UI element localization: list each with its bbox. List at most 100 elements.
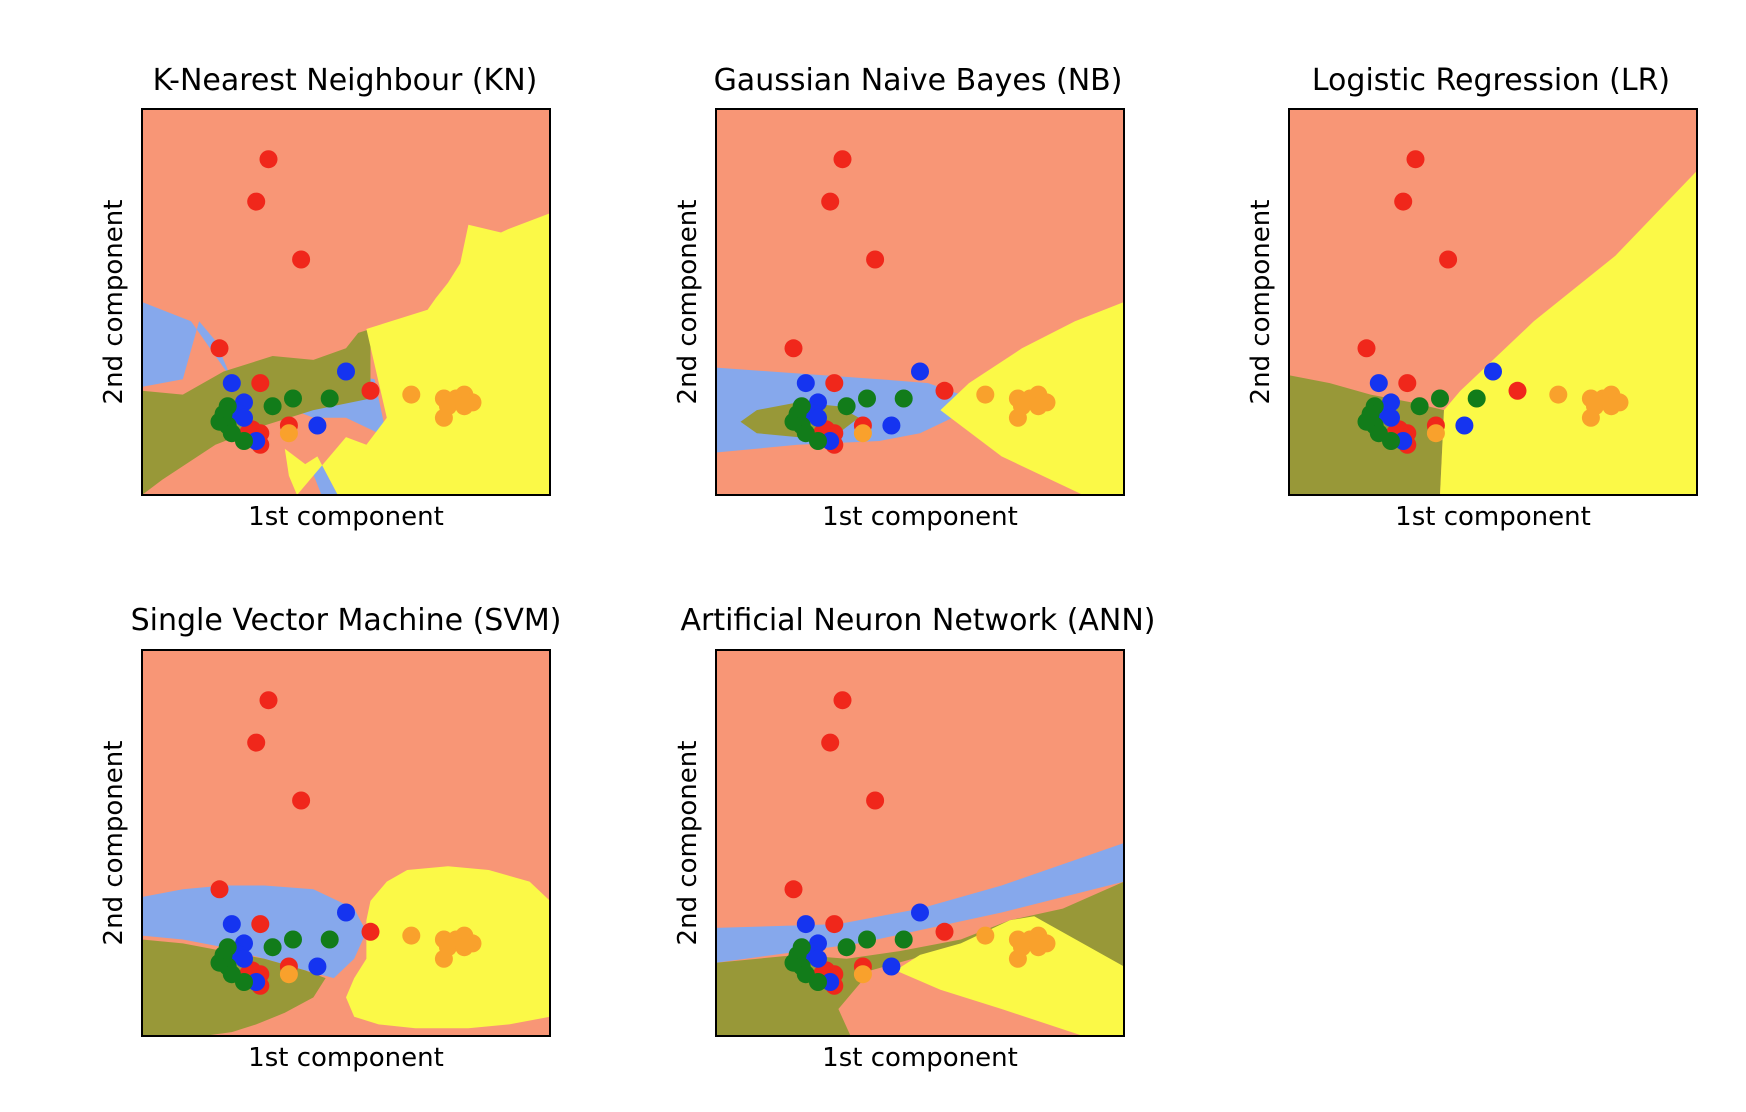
data-point-red xyxy=(1394,192,1413,211)
decision-regions xyxy=(716,843,1124,1036)
subplot-title: Artificial Neuron Network (ANN) xyxy=(680,603,1155,638)
x-axis-label: 1st component xyxy=(248,1043,444,1073)
data-point-orange xyxy=(455,938,474,957)
data-point-green xyxy=(1369,424,1388,443)
data-point-green xyxy=(284,930,302,949)
data-point-green xyxy=(222,424,241,443)
data-point-orange xyxy=(402,926,421,945)
data-point-blue xyxy=(809,408,827,427)
data-point-blue xyxy=(222,374,241,393)
data-point-blue xyxy=(1369,374,1388,393)
data-point-orange xyxy=(1008,949,1027,968)
data-point-orange xyxy=(279,965,298,984)
data-point-red xyxy=(1357,339,1376,358)
data-point-blue xyxy=(911,362,929,381)
subplot-nb: Gaussian Naive Bayes (NB) 1st component … xyxy=(673,63,1125,532)
data-point-green xyxy=(858,389,876,408)
data-point-orange xyxy=(455,397,474,416)
data-point-blue xyxy=(911,903,929,922)
data-point-blue xyxy=(796,915,815,934)
data-point-blue xyxy=(796,374,815,393)
data-point-green xyxy=(837,397,856,416)
region-yellow xyxy=(895,916,1124,1036)
data-point-green xyxy=(894,930,913,949)
data-point-orange xyxy=(434,408,453,427)
data-point-red xyxy=(361,381,380,400)
data-point-red xyxy=(210,339,229,358)
region-yellow xyxy=(1440,170,1697,496)
data-point-green xyxy=(1431,389,1449,408)
data-point-blue xyxy=(235,408,253,427)
data-point-orange xyxy=(853,965,872,984)
data-point-red xyxy=(1508,381,1527,400)
data-point-green xyxy=(320,930,339,949)
data-point-green xyxy=(1467,389,1486,408)
data-point-orange xyxy=(434,949,453,968)
plot-frame xyxy=(141,649,551,1037)
plot-frame xyxy=(141,108,551,496)
subplot-title: Single Vector Machine (SVM) xyxy=(131,603,562,638)
data-point-red xyxy=(210,880,229,899)
data-point-red xyxy=(247,733,266,752)
data-point-orange xyxy=(1581,408,1600,427)
data-point-orange xyxy=(976,926,995,945)
data-point-orange xyxy=(1426,424,1445,443)
y-axis-label: 2nd component xyxy=(673,741,703,946)
x-axis-label: 1st component xyxy=(822,502,1018,532)
data-point-blue xyxy=(1455,416,1474,435)
data-points xyxy=(210,150,482,454)
region-olive xyxy=(142,329,371,495)
data-point-green xyxy=(320,389,339,408)
data-point-orange xyxy=(279,424,298,443)
data-point-green xyxy=(284,389,302,408)
data-point-orange xyxy=(402,385,421,404)
data-point-orange xyxy=(1602,397,1621,416)
subplot-kn: K-Nearest Neighbour (KN) 1st component 2… xyxy=(99,63,551,532)
data-point-blue xyxy=(1382,408,1400,427)
data-point-red xyxy=(935,922,954,941)
data-point-red xyxy=(833,691,852,710)
data-point-green xyxy=(858,930,876,949)
data-point-red xyxy=(784,339,803,358)
data-point-red xyxy=(361,922,380,941)
data-point-green xyxy=(796,965,815,984)
data-point-red xyxy=(825,374,844,393)
data-point-red xyxy=(1439,250,1458,269)
x-axis-label: 1st component xyxy=(822,1043,1018,1073)
plot-frame xyxy=(715,649,1125,1037)
subplot-ann: Artificial Neuron Network (ANN) 1st comp… xyxy=(673,603,1156,1073)
data-points xyxy=(210,691,482,995)
subplot-title: Logistic Regression (LR) xyxy=(1312,63,1670,98)
y-axis-label: 2nd component xyxy=(673,200,703,405)
y-axis-label: 2nd component xyxy=(99,741,129,946)
data-point-green xyxy=(222,965,241,984)
data-point-red xyxy=(825,915,844,934)
data-point-red xyxy=(833,150,852,169)
data-point-red xyxy=(935,381,954,400)
plot-frame xyxy=(715,108,1125,496)
data-points xyxy=(784,150,1056,454)
data-point-blue xyxy=(337,903,355,922)
data-point-blue xyxy=(308,957,327,976)
data-point-red xyxy=(821,192,840,211)
data-point-orange xyxy=(1029,938,1048,957)
data-point-blue xyxy=(337,362,355,381)
y-axis-label: 2nd component xyxy=(99,200,129,405)
data-point-red xyxy=(1398,374,1417,393)
data-point-red xyxy=(784,880,803,899)
region-yellow xyxy=(284,213,550,495)
data-point-blue xyxy=(882,957,901,976)
data-point-green xyxy=(796,424,815,443)
data-point-blue xyxy=(882,416,901,435)
region-olive xyxy=(1289,375,1444,495)
data-point-orange xyxy=(976,385,995,404)
x-axis-label: 1st component xyxy=(1395,502,1591,532)
subplot-title: K-Nearest Neighbour (KN) xyxy=(153,63,538,98)
subplot-svm: Single Vector Machine (SVM) 1st componen… xyxy=(99,603,561,1073)
data-point-red xyxy=(866,791,885,810)
data-point-red xyxy=(866,250,885,269)
data-point-orange xyxy=(1008,408,1027,427)
decision-regions xyxy=(1289,170,1697,496)
data-point-blue xyxy=(809,949,827,968)
